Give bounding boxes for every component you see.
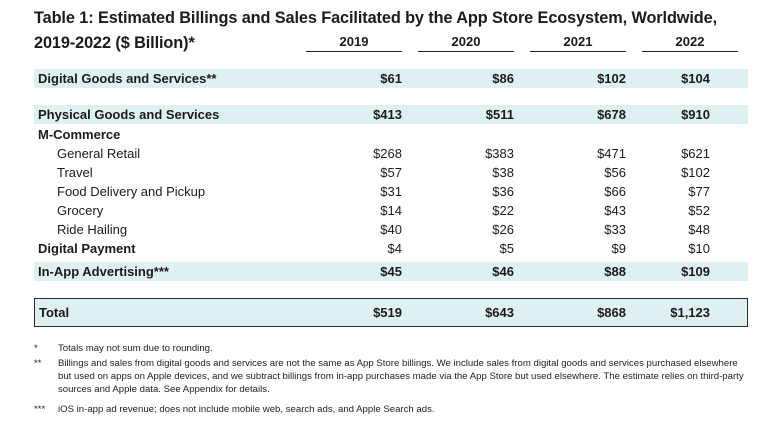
table-row-total: Total $519 $643 $868 $1,123 [34,298,748,327]
cell-2020: $26 [492,222,514,237]
cell-2019: $4 [387,241,402,256]
row-label: General Retail [57,146,141,161]
cell-2020: $383 [485,146,514,161]
footnote-mark: ** [34,358,42,369]
cell-2022: $102 [681,165,710,180]
cell-2021: $88 [604,264,626,279]
footnote-2: ** Billings and sales from digital goods… [34,357,744,397]
cell-2019: $57 [380,165,402,180]
table-row-digital-goods: Digital Goods and Services** $61 $86 $10… [34,69,748,88]
cell-2020: $643 [485,305,514,320]
cell-2019: $519 [373,305,402,320]
table-row-ride-hailing: Ride Hailing $40 $26 $33 $48 [34,220,748,239]
column-header-2019: 2019 [306,34,402,52]
cell-2021: $9 [611,241,626,256]
cell-2022: $104 [681,71,710,86]
cell-2021: $678 [597,107,626,122]
table-title-line-2: 2019-2022 ($ Billion)* [34,34,195,52]
cell-2022: $10 [688,241,710,256]
footnote-text: Billings and sales from digital goods an… [58,358,744,395]
row-label: Physical Goods and Services [38,107,220,122]
cell-2019: $268 [373,146,402,161]
cell-2022: $48 [688,222,710,237]
footnote-text: iOS in-app ad revenue; does not include … [58,404,435,415]
table-title: Table 1: Estimated Billings and Sales Fa… [34,6,764,56]
cell-2019: $61 [380,71,402,86]
row-label: Digital Goods and Services** [38,71,217,86]
row-label: Ride Hailing [57,222,128,237]
table-row-in-app-advertising: In-App Advertising*** $45 $46 $88 $109 [34,262,748,281]
table-row-digital-payment: Digital Payment $4 $5 $9 $10 [34,239,748,258]
row-label: In-App Advertising*** [38,264,169,279]
cell-2021: $868 [597,305,626,320]
cell-2021: $102 [597,71,626,86]
cell-2021: $43 [604,203,626,218]
cell-2021: $471 [597,146,626,161]
cell-2022: $910 [681,107,710,122]
cell-2020: $46 [492,264,514,279]
cell-2022: $77 [688,184,710,199]
cell-2020: $86 [492,71,514,86]
row-label: Grocery [57,203,104,218]
cell-2020: $22 [492,203,514,218]
table-row-general-retail: General Retail $268 $383 $471 $621 [34,144,748,163]
column-header-2020: 2020 [418,34,514,52]
row-label: Food Delivery and Pickup [57,184,206,199]
column-header-2022: 2022 [642,34,738,52]
footnote-mark: *** [34,404,46,415]
column-header-2021: 2021 [530,34,626,52]
cell-2022: $621 [681,146,710,161]
footnote-mark: * [34,343,38,354]
table-row-m-commerce: M-Commerce [34,125,748,144]
cell-2021: $56 [604,165,626,180]
cell-2021: $33 [604,222,626,237]
row-label: Digital Payment [38,241,136,256]
footnote-1: * Totals may not sum due to rounding. [34,342,734,355]
cell-2022: $109 [681,264,710,279]
table-row-physical-goods: Physical Goods and Services $413 $511 $6… [34,105,748,124]
cell-2019: $31 [380,184,402,199]
footnote-text: Totals may not sum due to rounding. [58,343,213,354]
cell-2020: $511 [485,107,514,122]
row-label: Total [39,305,70,320]
cell-2022: $52 [688,203,710,218]
table-row-travel: Travel $57 $38 $56 $102 [34,163,748,182]
cell-2019: $40 [380,222,402,237]
footnote-3: *** iOS in-app ad revenue; does not incl… [34,403,734,416]
cell-2019: $14 [380,203,402,218]
cell-2021: $66 [604,184,626,199]
cell-2022: $1,123 [670,305,710,320]
table-row-grocery: Grocery $14 $22 $43 $52 [34,201,748,220]
cell-2019: $45 [380,264,402,279]
row-label: Travel [57,165,93,180]
cell-2019: $413 [373,107,402,122]
cell-2020: $5 [499,241,514,256]
row-label: M-Commerce [38,127,121,142]
cell-2020: $36 [492,184,514,199]
table-title-line-1: Table 1: Estimated Billings and Sales Fa… [34,9,718,27]
cell-2020: $38 [492,165,514,180]
table-row-food-delivery: Food Delivery and Pickup $31 $36 $66 $77 [34,182,748,201]
